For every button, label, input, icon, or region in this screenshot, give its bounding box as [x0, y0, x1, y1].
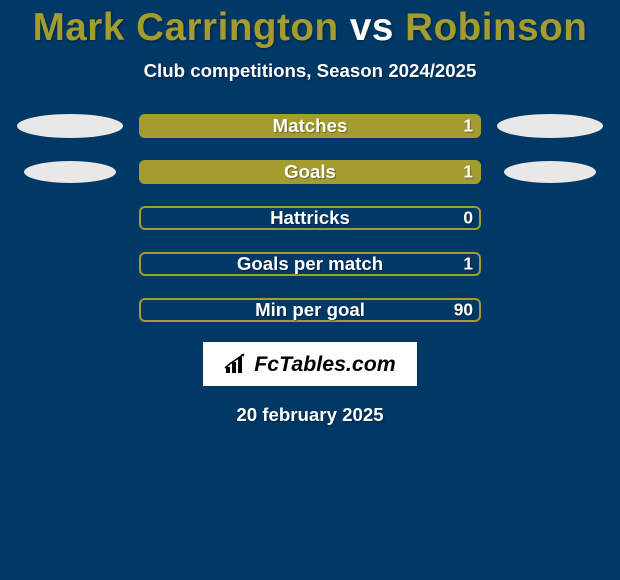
- player-oval-right: [504, 161, 596, 183]
- player-oval-right: [497, 114, 603, 138]
- right-oval-slot: [491, 161, 609, 183]
- left-oval-slot: [11, 161, 129, 183]
- stat-label: Matches: [273, 115, 348, 137]
- player-oval-left: [24, 161, 116, 183]
- footer-date: 20 february 2025: [0, 404, 620, 426]
- stat-row: Matches 1: [0, 114, 620, 138]
- stat-bar: Hattricks 0: [139, 206, 481, 230]
- stat-value: 90: [454, 300, 473, 321]
- right-oval-slot: [491, 114, 609, 138]
- stat-label: Min per goal: [255, 299, 365, 321]
- title-player2: Robinson: [405, 6, 587, 49]
- stat-label: Goals per match: [237, 253, 383, 275]
- logo: FcTables.com: [224, 352, 395, 377]
- title-vs: vs: [350, 6, 394, 49]
- logo-text: FcTables.com: [254, 352, 395, 377]
- page-title: Mark Carrington vs Robinson: [0, 0, 620, 50]
- title-player1: Mark Carrington: [33, 6, 339, 49]
- stat-row: Hattricks 0: [0, 206, 620, 230]
- left-oval-slot: [11, 114, 129, 138]
- stat-bar: Matches 1: [139, 114, 481, 138]
- stat-label: Goals: [284, 161, 336, 183]
- stat-value: 1: [463, 254, 473, 275]
- logo-box: FcTables.com: [203, 342, 417, 386]
- stat-label: Hattricks: [270, 207, 350, 229]
- stat-value: 1: [463, 162, 473, 183]
- stat-bar: Goals per match 1: [139, 252, 481, 276]
- player-oval-left: [17, 114, 123, 138]
- stat-row: Goals per match 1: [0, 252, 620, 276]
- stat-row: Goals 1: [0, 160, 620, 184]
- subtitle: Club competitions, Season 2024/2025: [0, 60, 620, 82]
- comparison-infographic: Mark Carrington vs Robinson Club competi…: [0, 0, 620, 580]
- stat-value: 0: [463, 208, 473, 229]
- stat-rows: Matches 1 Goals 1 Hattricks 0 Goals per match 1…: [0, 114, 620, 322]
- stat-row: Min per goal 90: [0, 298, 620, 322]
- bar-chart-icon: [224, 353, 248, 375]
- stat-bar: Goals 1: [139, 160, 481, 184]
- stat-bar: Min per goal 90: [139, 298, 481, 322]
- stat-value: 1: [463, 116, 473, 137]
